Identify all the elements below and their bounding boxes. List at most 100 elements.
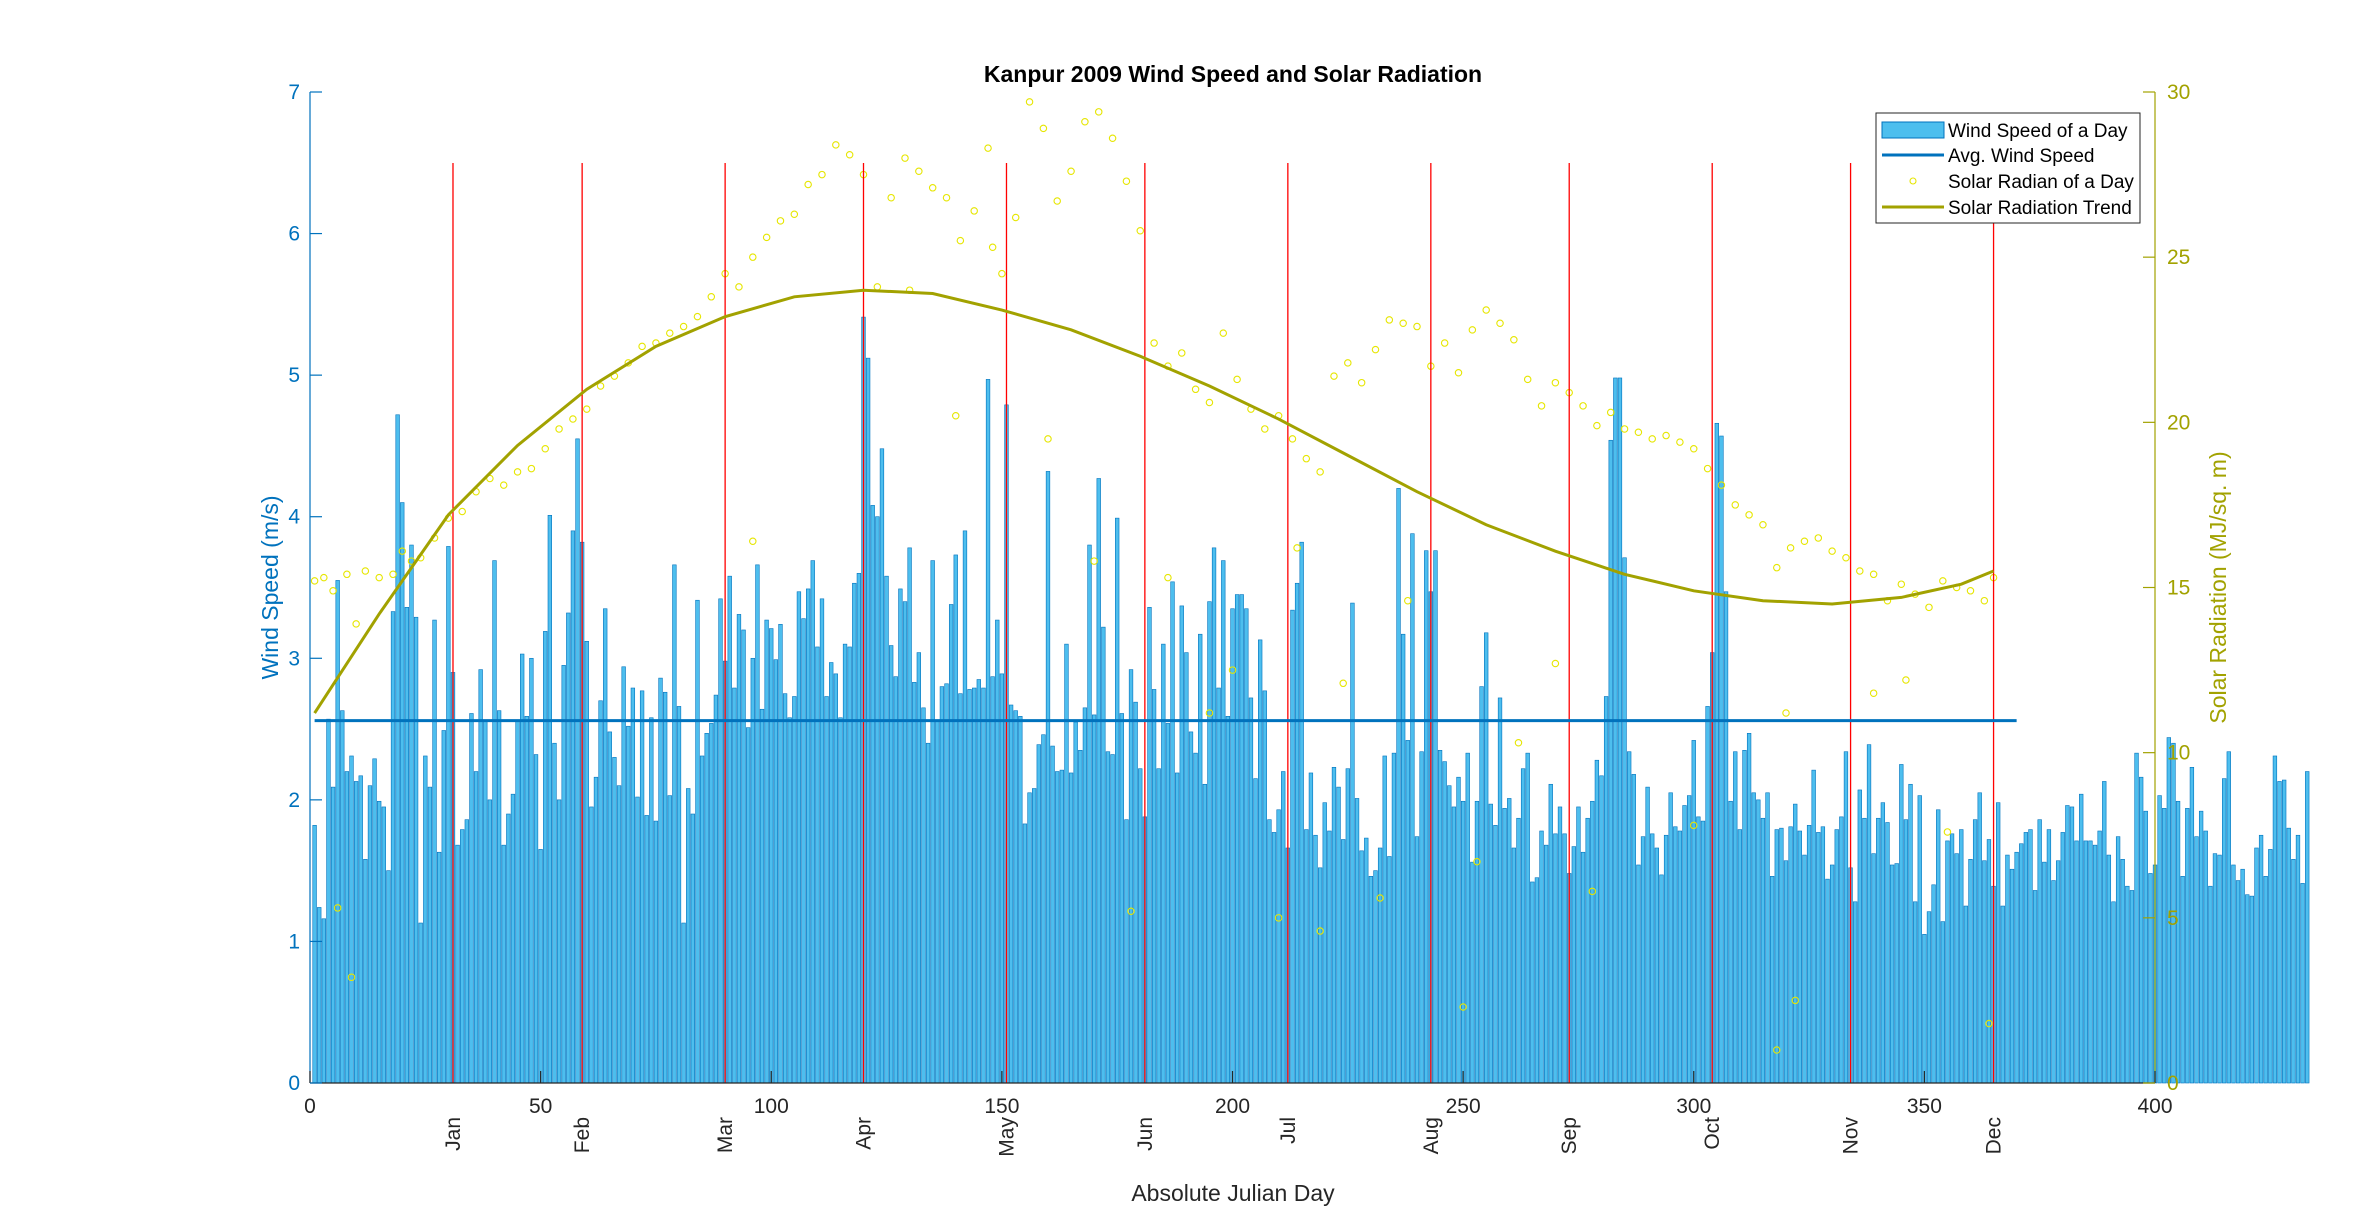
wind-speed-bar bbox=[1843, 751, 1849, 1084]
wind-speed-bar bbox=[1304, 829, 1309, 1084]
wind-speed-bar bbox=[483, 720, 488, 1084]
x-tick-label: 400 bbox=[2137, 1095, 2172, 1118]
wind-speed-bar bbox=[1963, 905, 1969, 1084]
wind-speed-bar bbox=[1018, 716, 1023, 1084]
wind-speed-bar bbox=[1539, 830, 1544, 1084]
wind-speed-bar bbox=[1622, 557, 1627, 1084]
wind-speed-bar bbox=[1544, 844, 1549, 1084]
wind-speed-bar bbox=[981, 687, 986, 1084]
wind-speed-bar bbox=[1806, 825, 1812, 1084]
wind-speed-bar bbox=[2185, 808, 2190, 1084]
wind-speed-bar bbox=[1959, 829, 1964, 1084]
wind-speed-bar bbox=[847, 646, 852, 1084]
solar-radiation-point bbox=[1371, 345, 1380, 354]
wind-speed-bar bbox=[404, 607, 410, 1084]
wind-speed-bar bbox=[1396, 488, 1401, 1084]
wind-speed-bar bbox=[506, 813, 511, 1084]
wind-speed-bar bbox=[446, 546, 451, 1084]
wind-speed-bar bbox=[709, 723, 714, 1084]
solar-radiation-point bbox=[1293, 544, 1301, 552]
solar-radiation-point bbox=[984, 144, 992, 152]
wind-speed-bar bbox=[1331, 766, 1337, 1084]
solar-radiation-point bbox=[1164, 573, 1172, 582]
wind-speed-bar bbox=[727, 575, 732, 1084]
solar-radiation-point bbox=[1579, 402, 1587, 410]
wind-speed-bar bbox=[1908, 783, 1913, 1084]
solar-radiation-point bbox=[988, 243, 997, 252]
wind-speed-bar bbox=[630, 687, 636, 1084]
solar-radiation-point bbox=[389, 570, 397, 579]
month-label: Feb bbox=[571, 1117, 594, 1153]
month-label: Nov bbox=[1840, 1117, 1863, 1155]
wind-speed-bar bbox=[1078, 750, 1083, 1084]
wind-speed-bar bbox=[455, 844, 460, 1084]
wind-speed-bar bbox=[699, 755, 705, 1084]
solar-radiation-point bbox=[1537, 402, 1546, 410]
wind-speed-bar bbox=[607, 731, 612, 1084]
solar-radiation-point bbox=[1094, 108, 1103, 116]
wind-speed-bar bbox=[1774, 829, 1779, 1084]
legend-entry-label: Solar Radian of a Day bbox=[1948, 172, 2134, 193]
wind-speed-bar bbox=[672, 564, 677, 1084]
solar-radiation-point bbox=[1233, 375, 1241, 384]
solar-radiation-point bbox=[1108, 134, 1117, 143]
wind-speed-bar bbox=[907, 547, 912, 1084]
solar-radiation-point bbox=[1067, 167, 1075, 176]
wind-speed-bar bbox=[1350, 602, 1355, 1084]
wind-speed-bar bbox=[1599, 775, 1604, 1084]
wind-speed-bar bbox=[649, 717, 654, 1084]
wind-speed-bar bbox=[1119, 713, 1124, 1084]
wind-speed-bar bbox=[1779, 827, 1784, 1084]
wind-speed-bar bbox=[2235, 880, 2241, 1084]
wind-speed-bar bbox=[939, 686, 945, 1084]
solar-radiation-point bbox=[1510, 335, 1518, 344]
wind-speed-bar bbox=[1368, 876, 1374, 1084]
wind-speed-bar bbox=[639, 690, 645, 1084]
wind-speed-bar bbox=[856, 573, 862, 1084]
wind-speed-bar bbox=[436, 851, 442, 1084]
wind-speed-bar bbox=[736, 614, 742, 1084]
wind-speed-bar bbox=[423, 755, 428, 1084]
solar-radiation-point bbox=[1228, 666, 1237, 674]
wind-speed-bar bbox=[547, 514, 552, 1084]
wind-speed-bar bbox=[653, 820, 659, 1084]
wind-speed-bar bbox=[1013, 710, 1018, 1084]
solar-radiation-point bbox=[693, 312, 702, 321]
wind-speed-bar bbox=[1336, 786, 1341, 1084]
wind-speed-bar bbox=[1110, 754, 1115, 1084]
wind-speed-bar bbox=[663, 691, 668, 1084]
wind-speed-bar bbox=[340, 710, 345, 1084]
wind-speed-bar bbox=[1493, 825, 1498, 1084]
wind-speed-bar bbox=[893, 676, 898, 1084]
solar-radiation-point bbox=[541, 445, 549, 453]
wind-speed-bar bbox=[1419, 751, 1424, 1084]
wind-speed-bar bbox=[1677, 830, 1683, 1084]
wind-speed-bar bbox=[1405, 740, 1410, 1084]
wind-speed-bar bbox=[1903, 819, 1909, 1084]
wind-speed-bar bbox=[556, 799, 562, 1084]
wind-speed-bar bbox=[1216, 687, 1221, 1084]
wind-speed-bar bbox=[524, 716, 529, 1084]
wind-speed-bar bbox=[1488, 803, 1493, 1084]
wind-speed-bar bbox=[1530, 881, 1535, 1084]
wind-speed-bar bbox=[566, 612, 571, 1084]
wind-speed-bar bbox=[1931, 884, 1936, 1084]
wind-speed-bar bbox=[1082, 707, 1088, 1084]
wind-speed-bar bbox=[2295, 834, 2301, 1084]
wind-speed-bar bbox=[1507, 798, 1512, 1084]
wind-speed-bar bbox=[1387, 856, 1392, 1084]
y-left-tick-label: 2 bbox=[288, 789, 300, 812]
wind-speed-bar bbox=[1802, 854, 1807, 1084]
wind-speed-bar bbox=[1345, 768, 1350, 1084]
wind-speed-bar bbox=[1585, 817, 1590, 1084]
y-left-tick-label: 1 bbox=[288, 930, 300, 953]
wind-speed-bar bbox=[2051, 880, 2056, 1084]
wind-speed-bar bbox=[1889, 864, 1895, 1084]
wind-speed-bar bbox=[852, 582, 857, 1084]
wind-speed-bar bbox=[1557, 806, 1563, 1084]
wind-speed-bar bbox=[962, 530, 968, 1084]
solar-radiation-point bbox=[1662, 431, 1670, 440]
wind-speed-bar bbox=[330, 786, 336, 1084]
wind-speed-bar bbox=[1691, 740, 1696, 1084]
wind-speed-bar bbox=[1631, 774, 1636, 1084]
